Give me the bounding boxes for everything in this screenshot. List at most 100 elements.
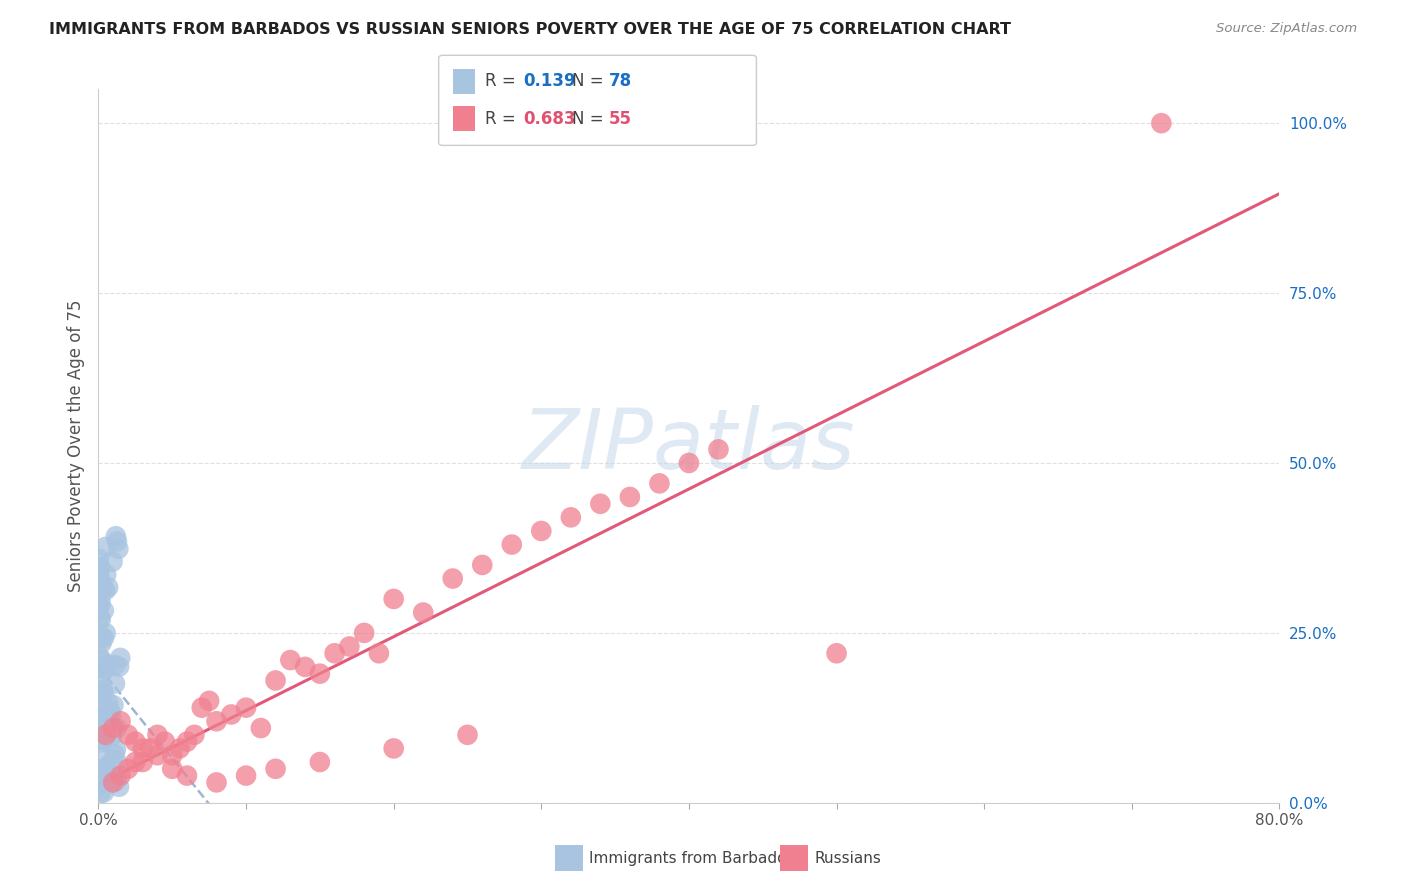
Point <box>91 654 114 668</box>
Point <box>96 724 118 739</box>
Point <box>91 719 114 733</box>
Point <box>87 566 110 581</box>
Point <box>89 599 111 613</box>
Point <box>89 684 111 698</box>
Point <box>169 741 191 756</box>
Point <box>412 606 434 620</box>
Point <box>471 558 494 572</box>
Point <box>176 769 198 783</box>
Point <box>87 587 110 601</box>
Point <box>94 662 117 676</box>
Point <box>162 748 183 763</box>
Point <box>146 728 169 742</box>
Point <box>530 524 553 538</box>
Point <box>110 651 132 665</box>
Text: R =: R = <box>485 110 522 128</box>
Point <box>87 662 110 676</box>
Point <box>90 630 112 644</box>
Point <box>382 741 405 756</box>
Point <box>153 734 176 748</box>
Point <box>107 541 129 556</box>
Point <box>98 704 121 718</box>
Point <box>90 636 112 650</box>
Point <box>124 755 146 769</box>
Point <box>368 646 391 660</box>
Point <box>93 761 115 775</box>
Point <box>89 560 111 574</box>
Point <box>89 709 111 723</box>
Point <box>104 742 127 756</box>
Point <box>90 631 112 645</box>
Point <box>90 658 112 673</box>
Point <box>235 769 257 783</box>
Point <box>619 490 641 504</box>
Point <box>89 711 111 725</box>
Point <box>89 565 111 579</box>
Point <box>235 700 257 714</box>
Point <box>87 552 110 566</box>
Point <box>117 728 139 742</box>
Text: N =: N = <box>572 110 609 128</box>
Point <box>441 572 464 586</box>
Point <box>97 580 120 594</box>
Point <box>501 537 523 551</box>
Point <box>87 600 110 615</box>
Point <box>103 775 125 789</box>
Point <box>87 715 110 730</box>
Point <box>90 701 112 715</box>
Point <box>117 762 139 776</box>
Point <box>124 734 146 748</box>
Text: 0.683: 0.683 <box>523 110 575 128</box>
Point <box>105 534 128 549</box>
Text: IMMIGRANTS FROM BARBADOS VS RUSSIAN SENIORS POVERTY OVER THE AGE OF 75 CORRELATI: IMMIGRANTS FROM BARBADOS VS RUSSIAN SENI… <box>49 22 1011 37</box>
Point <box>176 734 198 748</box>
Point <box>294 660 316 674</box>
Point <box>105 754 128 768</box>
Point <box>91 682 114 697</box>
Point <box>104 676 127 690</box>
Point <box>264 762 287 776</box>
Point <box>457 728 479 742</box>
Point <box>89 573 111 587</box>
Text: ZIPatlas: ZIPatlas <box>522 406 856 486</box>
Text: R =: R = <box>485 72 522 90</box>
Point <box>104 771 127 785</box>
Point <box>90 735 112 749</box>
Text: 55: 55 <box>609 110 631 128</box>
Point <box>87 570 110 584</box>
Point <box>280 653 302 667</box>
Point <box>93 686 115 700</box>
Text: N =: N = <box>572 72 609 90</box>
Point <box>825 646 848 660</box>
Point <box>162 762 183 776</box>
Point <box>96 658 118 673</box>
Point <box>382 591 405 606</box>
Point <box>96 657 118 672</box>
Point <box>94 626 117 640</box>
Point <box>1150 116 1173 130</box>
Text: 0.139: 0.139 <box>523 72 575 90</box>
Point <box>707 442 730 457</box>
Point <box>678 456 700 470</box>
Point <box>89 650 111 665</box>
Point <box>91 582 114 596</box>
Point <box>108 659 131 673</box>
Point <box>105 773 128 788</box>
Point <box>89 775 111 789</box>
Point <box>90 731 112 746</box>
Point <box>589 497 612 511</box>
Point <box>93 785 115 799</box>
Text: 78: 78 <box>609 72 631 90</box>
Point <box>89 767 111 781</box>
Point <box>104 657 127 672</box>
Point <box>89 786 111 800</box>
Point <box>250 721 273 735</box>
Point <box>101 555 124 569</box>
Point <box>91 729 114 743</box>
Y-axis label: Seniors Poverty Over the Age of 75: Seniors Poverty Over the Age of 75 <box>66 300 84 592</box>
Point <box>309 666 332 681</box>
Text: Source: ZipAtlas.com: Source: ZipAtlas.com <box>1216 22 1357 36</box>
Text: Immigrants from Barbados: Immigrants from Barbados <box>589 851 794 865</box>
Point <box>648 476 671 491</box>
Point <box>108 780 131 794</box>
